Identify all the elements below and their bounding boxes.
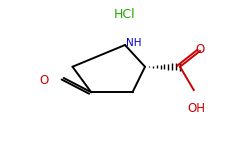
Text: O: O (196, 43, 204, 56)
Text: HCl: HCl (114, 9, 136, 21)
Text: O: O (39, 75, 48, 87)
Text: NH: NH (126, 38, 142, 48)
Text: OH: OH (187, 102, 205, 114)
